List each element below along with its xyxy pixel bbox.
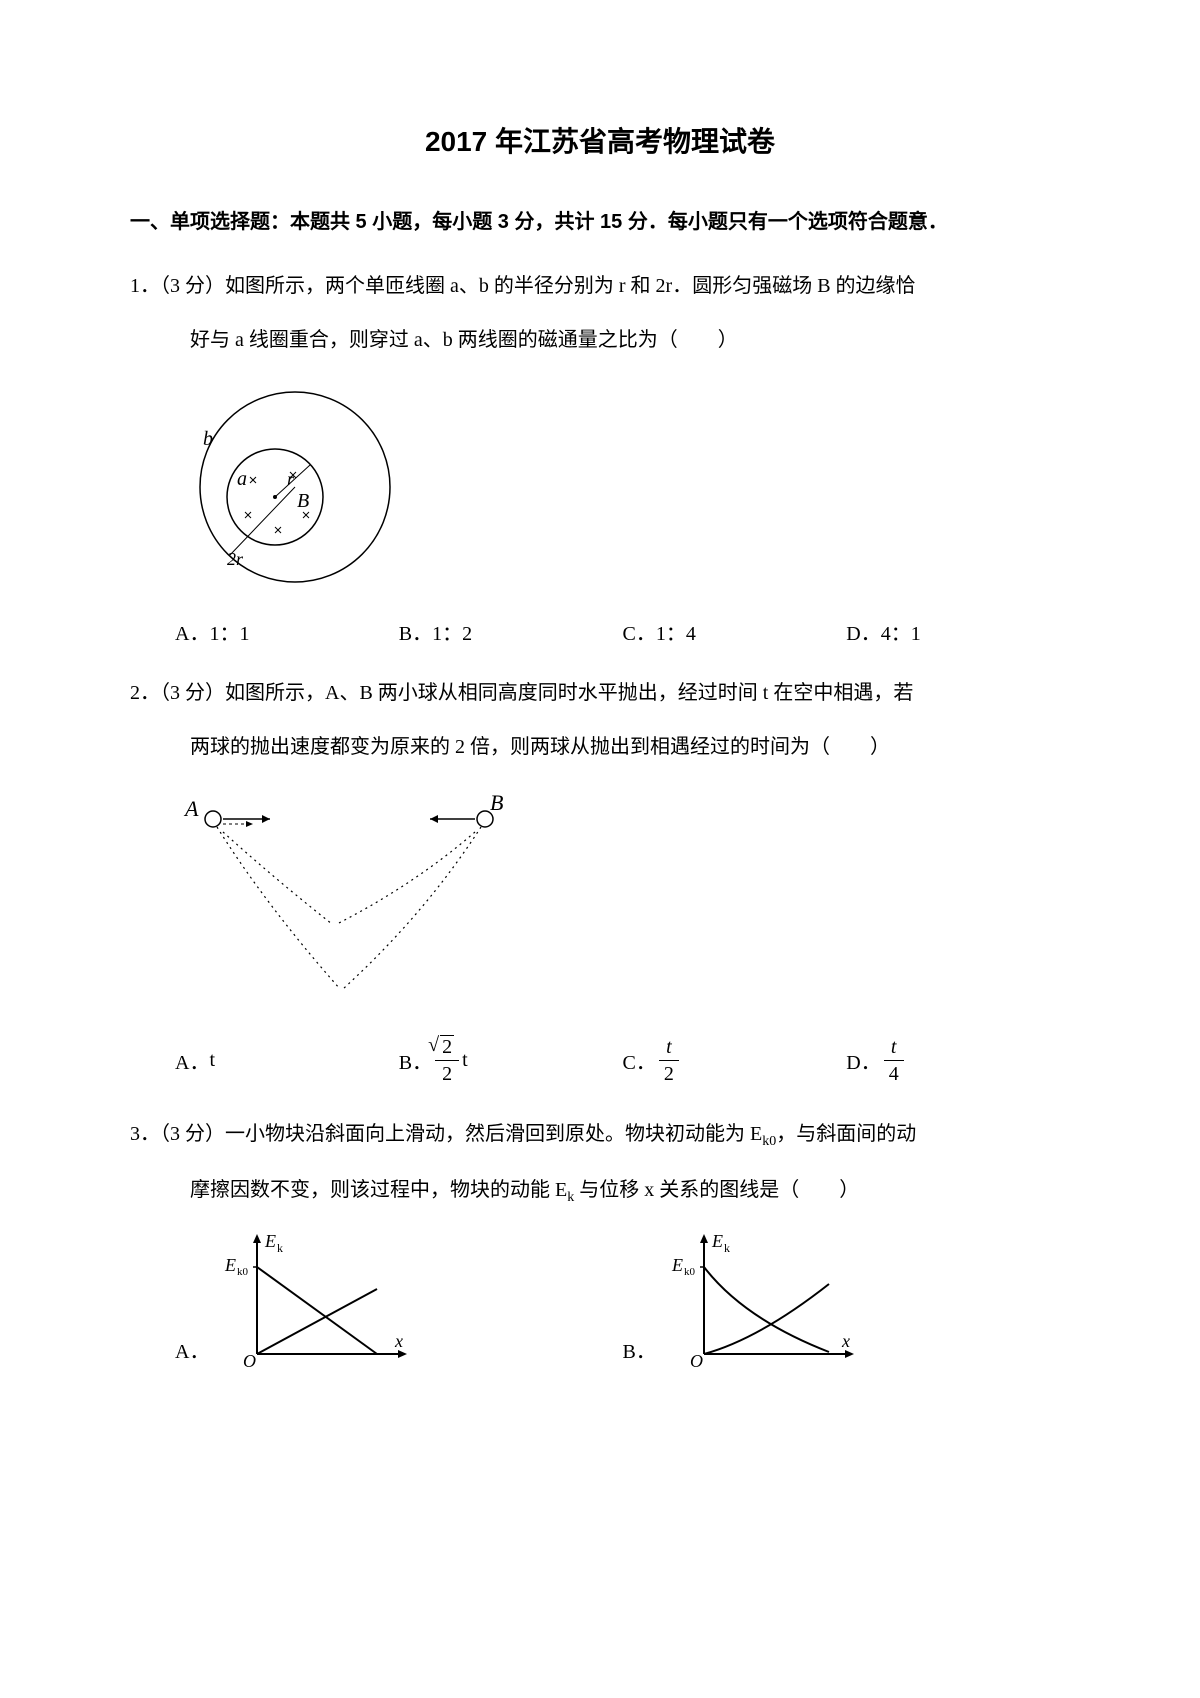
q2-option-b: B． 2 2 t: [399, 1034, 623, 1087]
q2-d-label: D．: [846, 1046, 880, 1075]
q2-text1: 如图所示，A、B 两小球从相同高度同时水平抛出，经过时间 t 在空中相遇，若: [225, 682, 913, 704]
question-3-line2: 摩擦因数不变，则该过程中，物块的动能 Ek 与位移 x 关系的图线是（ ）: [130, 1168, 1070, 1214]
q2-projectile-diagram: A B: [175, 784, 535, 1014]
q2-label-A: A: [183, 796, 199, 821]
q1-option-a: A．1：1: [175, 617, 399, 646]
q1-options: A．1：1 B．1：2 C．1：4 D．4：1: [175, 617, 1070, 646]
q1-circles-diagram: b a B r 2r: [175, 377, 405, 597]
q1-option-c: C．1：4: [623, 617, 847, 646]
q3-text1: 一小物块沿斜面向上滑动，然后滑回到原处。物块初动能为 E: [225, 1123, 762, 1145]
question-2: 2．（3 分）如图所示，A、B 两小球从相同高度同时水平抛出，经过时间 t 在空…: [130, 671, 1070, 715]
svg-text:x: x: [841, 1331, 850, 1351]
q1-option-b: B．1：2: [399, 617, 623, 646]
svg-text:k0: k0: [237, 1266, 249, 1278]
q2-b-den: 2: [435, 1061, 459, 1087]
q3-points: （3 分）: [160, 1123, 225, 1145]
svg-text:k: k: [277, 1241, 283, 1255]
q2-d-frac: t 4: [884, 1034, 904, 1087]
q3-number: 3．: [130, 1123, 160, 1145]
question-1: 1．（3 分）如图所示，两个单匝线圈 a、b 的半径分别为 r 和 2r．圆形匀…: [130, 264, 1070, 308]
q2-b-suffix: t: [462, 1049, 468, 1072]
q3-text2-end: 与位移 x 关系的图线是（ ）: [574, 1179, 859, 1201]
svg-text:k0: k0: [684, 1266, 696, 1278]
q2-c-label: C．: [623, 1046, 656, 1075]
q3-option-b: B． E k E k0 x O: [623, 1229, 1071, 1369]
svg-text:E: E: [711, 1231, 723, 1251]
q2-a-label: A．: [175, 1046, 209, 1075]
svg-text:O: O: [690, 1351, 703, 1369]
svg-text:E: E: [264, 1231, 276, 1251]
q1-points: （3 分）: [160, 275, 225, 297]
svg-text:E: E: [671, 1255, 683, 1275]
question-2-line2: 两球的抛出速度都变为原来的 2 倍，则两球从抛出到相遇经过的时间为（ ）: [130, 725, 1070, 769]
q3-a-label: A．: [175, 1335, 209, 1369]
q1-text2: 好与 a 线圈重合，则穿过 a、b 两线圈的磁通量之比为（ ）: [190, 329, 738, 351]
question-1-line2: 好与 a 线圈重合，则穿过 a、b 两线圈的磁通量之比为（ ）: [130, 318, 1070, 362]
q3-b-label: B．: [623, 1335, 656, 1369]
q2-label-B: B: [490, 790, 503, 815]
q3-text1-end: ，与斜面间的动: [776, 1123, 916, 1145]
svg-text:O: O: [243, 1351, 256, 1369]
q1-label-r: r: [287, 469, 295, 489]
q2-b-label: B．: [399, 1046, 432, 1075]
q2-options: A．t B． 2 2 t C． t 2 D． t 4: [175, 1034, 1070, 1087]
q3-graph-options: A． E k E k0 x O B． E k E: [175, 1229, 1070, 1369]
section-1-header: 一、单项选择题：本题共 5 小题，每小题 3 分，共计 15 分．每小题只有一个…: [130, 200, 1070, 244]
q1-label-b: b: [203, 428, 213, 450]
q1-figure: b a B r 2r: [175, 377, 1070, 602]
q3-graph-b: E k E k0 x O: [664, 1229, 864, 1369]
q2-text2: 两球的抛出速度都变为原来的 2 倍，则两球从抛出到相遇经过的时间为（ ）: [190, 736, 890, 758]
q2-c-den: 2: [659, 1061, 679, 1087]
q2-c-num: t: [659, 1034, 679, 1061]
q1-text1: 如图所示，两个单匝线圈 a、b 的半径分别为 r 和 2r．圆形匀强磁场 B 的…: [225, 275, 916, 297]
q1-label-a: a: [237, 468, 247, 490]
q2-points: （3 分）: [160, 682, 225, 704]
q3-sub-k0: k0: [762, 1134, 776, 1149]
svg-text:E: E: [224, 1255, 236, 1275]
q1-number: 1．: [130, 275, 160, 297]
q2-b-num: 2: [440, 1035, 454, 1058]
q2-a-val: t: [209, 1049, 215, 1072]
q3-option-a: A． E k E k0 x O: [175, 1229, 623, 1369]
q1-label-2r: 2r: [227, 549, 244, 569]
q2-option-a: A．t: [175, 1046, 399, 1075]
q3-graph-a: E k E k0 x O: [217, 1229, 417, 1369]
q2-figure: A B: [175, 784, 1070, 1019]
page-title: 2017 年江苏省高考物理试卷: [130, 120, 1070, 160]
q2-c-frac: t 2: [659, 1034, 679, 1087]
q3-text2: 摩擦因数不变，则该过程中，物块的动能 E: [190, 1179, 567, 1201]
q2-b-frac: 2 2: [435, 1034, 459, 1087]
svg-text:k: k: [724, 1241, 730, 1255]
q2-d-num: t: [884, 1034, 904, 1061]
q2-option-d: D． t 4: [846, 1034, 1070, 1087]
question-3: 3．（3 分）一小物块沿斜面向上滑动，然后滑回到原处。物块初动能为 Ek0，与斜…: [130, 1112, 1070, 1158]
q2-d-den: 4: [884, 1061, 904, 1087]
q1-option-d: D．4：1: [846, 617, 1070, 646]
q2-number: 2．: [130, 682, 160, 704]
q1-label-B: B: [297, 490, 309, 512]
q2-option-c: C． t 2: [623, 1034, 847, 1087]
svg-text:x: x: [394, 1331, 403, 1351]
